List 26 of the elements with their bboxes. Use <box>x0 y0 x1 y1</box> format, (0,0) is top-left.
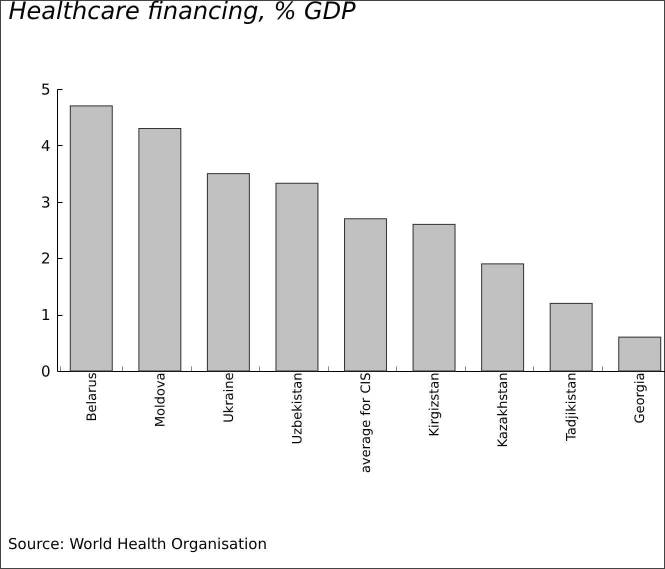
bar <box>275 182 318 372</box>
source-note: Source: World Health Organisation <box>8 535 267 553</box>
bar <box>481 263 524 372</box>
x-tick-label: Moldova <box>153 372 168 428</box>
y-tick-label: 3 <box>40 193 50 212</box>
y-tick-label: 4 <box>40 136 50 155</box>
chart-title: Healthcare financing, % GDP <box>8 0 356 25</box>
bar <box>618 336 662 372</box>
x-tick-label: Ukraine <box>222 372 237 423</box>
x-tick-label: average for CIS <box>359 372 374 474</box>
bar <box>344 218 387 372</box>
x-tick-label: Kazakhstan <box>496 372 512 448</box>
y-tick-label: 0 <box>40 362 50 380</box>
bar <box>70 105 113 372</box>
y-tick-label: 5 <box>40 80 50 98</box>
bar <box>550 302 593 372</box>
y-tick-label: 1 <box>40 306 50 324</box>
x-tick-label: Tadjikistan <box>564 372 580 442</box>
bar <box>138 128 182 372</box>
x-tick-label: Georgia <box>633 372 648 424</box>
x-tick-label: Belarus <box>84 372 100 422</box>
x-tick-label: Kirgizstan <box>428 372 443 437</box>
bar <box>206 173 250 372</box>
y-tick-label: 2 <box>40 250 50 268</box>
bar <box>412 224 456 372</box>
x-tick-label: Uzbekistan <box>290 372 306 444</box>
